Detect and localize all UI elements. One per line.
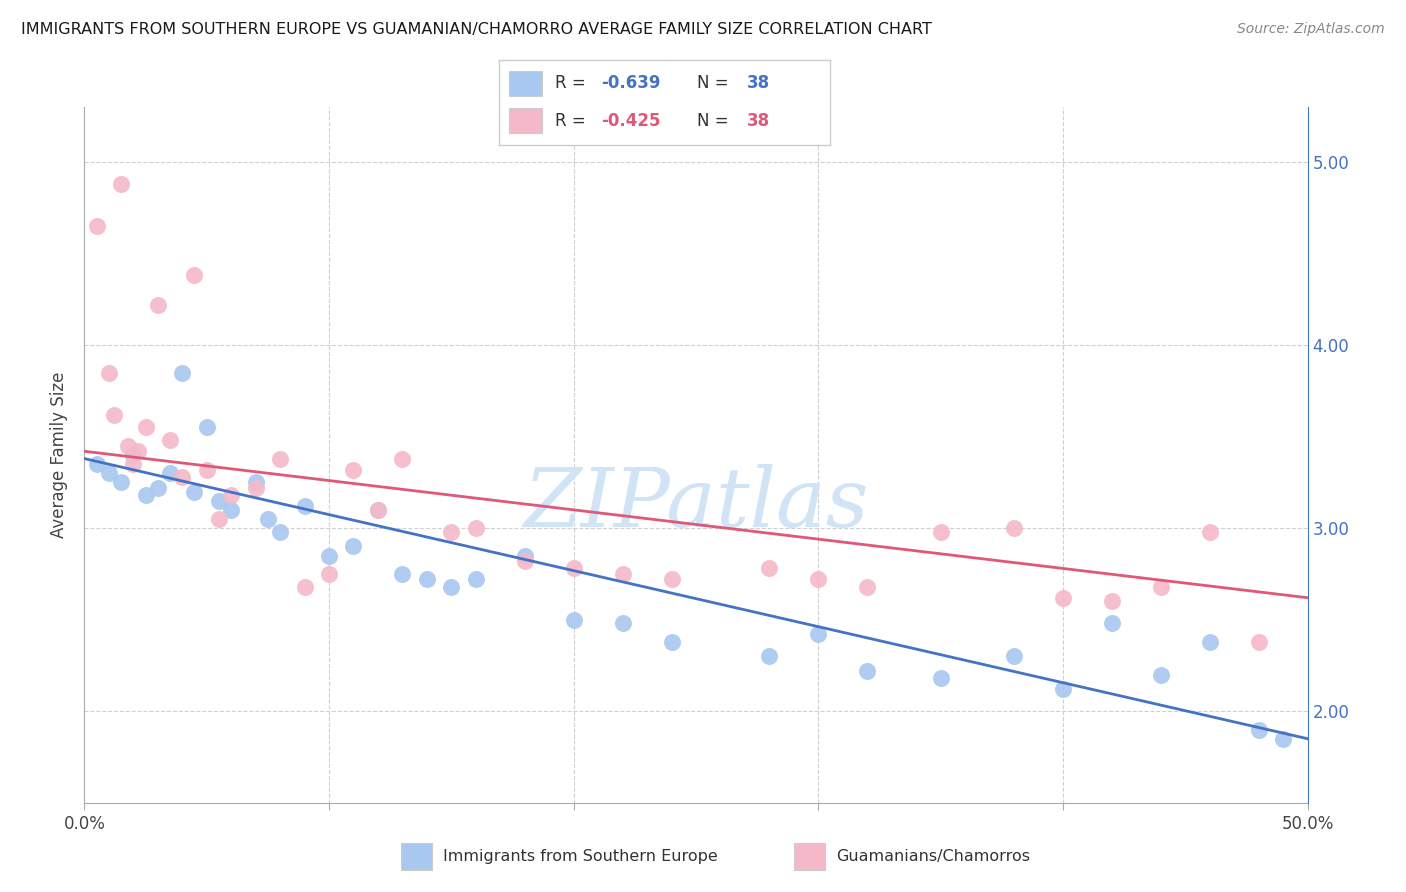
Point — [318, 566, 340, 581]
Point — [758, 561, 780, 575]
Point — [195, 462, 218, 476]
Point — [172, 366, 194, 380]
Point — [1150, 580, 1173, 594]
Point — [856, 580, 879, 594]
Point — [612, 566, 634, 581]
Point — [1052, 591, 1074, 605]
Point — [183, 268, 205, 283]
Point — [257, 512, 280, 526]
Point — [440, 580, 463, 594]
Point — [219, 488, 242, 502]
Text: N =: N = — [697, 75, 734, 93]
Point — [172, 470, 194, 484]
Point — [1002, 649, 1025, 664]
Point — [122, 448, 145, 462]
Point — [135, 488, 157, 502]
Point — [367, 503, 389, 517]
Point — [1198, 524, 1220, 539]
Point — [219, 503, 242, 517]
Point — [245, 481, 267, 495]
Point — [807, 627, 830, 641]
Point — [1272, 731, 1295, 746]
Point — [159, 467, 181, 481]
Point — [513, 554, 536, 568]
Point — [110, 475, 132, 490]
Point — [97, 366, 120, 380]
Point — [464, 521, 486, 535]
Point — [416, 573, 439, 587]
Point — [807, 573, 830, 587]
Point — [1101, 616, 1123, 631]
Text: -0.425: -0.425 — [602, 112, 661, 129]
Point — [135, 420, 157, 434]
Point — [122, 457, 145, 471]
Point — [612, 616, 634, 631]
Text: R =: R = — [555, 112, 592, 129]
Point — [929, 524, 952, 539]
Point — [562, 613, 585, 627]
Point — [1052, 682, 1074, 697]
Text: -0.639: -0.639 — [602, 75, 661, 93]
Point — [86, 457, 108, 471]
Point — [103, 408, 125, 422]
Point — [1002, 521, 1025, 535]
Text: IMMIGRANTS FROM SOUTHERN EUROPE VS GUAMANIAN/CHAMORRO AVERAGE FAMILY SIZE CORREL: IMMIGRANTS FROM SOUTHERN EUROPE VS GUAMA… — [21, 22, 932, 37]
Text: Guamanians/Chamorros: Guamanians/Chamorros — [837, 849, 1031, 863]
Y-axis label: Average Family Size: Average Family Size — [51, 372, 69, 538]
Point — [1150, 667, 1173, 681]
Text: Immigrants from Southern Europe: Immigrants from Southern Europe — [443, 849, 717, 863]
Point — [146, 298, 169, 312]
Text: Source: ZipAtlas.com: Source: ZipAtlas.com — [1237, 22, 1385, 37]
Point — [159, 434, 181, 448]
Point — [127, 444, 149, 458]
Point — [208, 493, 231, 508]
Point — [440, 524, 463, 539]
Point — [929, 671, 952, 685]
Point — [856, 664, 879, 678]
Point — [269, 524, 291, 539]
Point — [294, 580, 316, 594]
Point — [269, 451, 291, 466]
Text: 38: 38 — [747, 75, 770, 93]
Point — [97, 467, 120, 481]
Text: R =: R = — [555, 75, 592, 93]
Point — [661, 634, 683, 648]
Point — [117, 439, 139, 453]
FancyBboxPatch shape — [509, 70, 543, 96]
Point — [513, 549, 536, 563]
Point — [1101, 594, 1123, 608]
Point — [758, 649, 780, 664]
Text: ZIPatlas: ZIPatlas — [523, 464, 869, 543]
Point — [562, 561, 585, 575]
Point — [245, 475, 267, 490]
Point — [146, 481, 169, 495]
Point — [391, 566, 413, 581]
Point — [110, 177, 132, 191]
Point — [86, 219, 108, 233]
Point — [1247, 723, 1270, 737]
Point — [294, 499, 316, 513]
Text: N =: N = — [697, 112, 734, 129]
Text: 38: 38 — [747, 112, 770, 129]
Point — [318, 549, 340, 563]
Point — [183, 484, 205, 499]
Point — [208, 512, 231, 526]
Point — [195, 420, 218, 434]
Point — [661, 573, 683, 587]
Point — [367, 503, 389, 517]
Point — [1247, 634, 1270, 648]
Point — [342, 462, 364, 476]
Point — [391, 451, 413, 466]
Point — [464, 573, 486, 587]
Point — [342, 540, 364, 554]
FancyBboxPatch shape — [509, 108, 543, 134]
Point — [1198, 634, 1220, 648]
